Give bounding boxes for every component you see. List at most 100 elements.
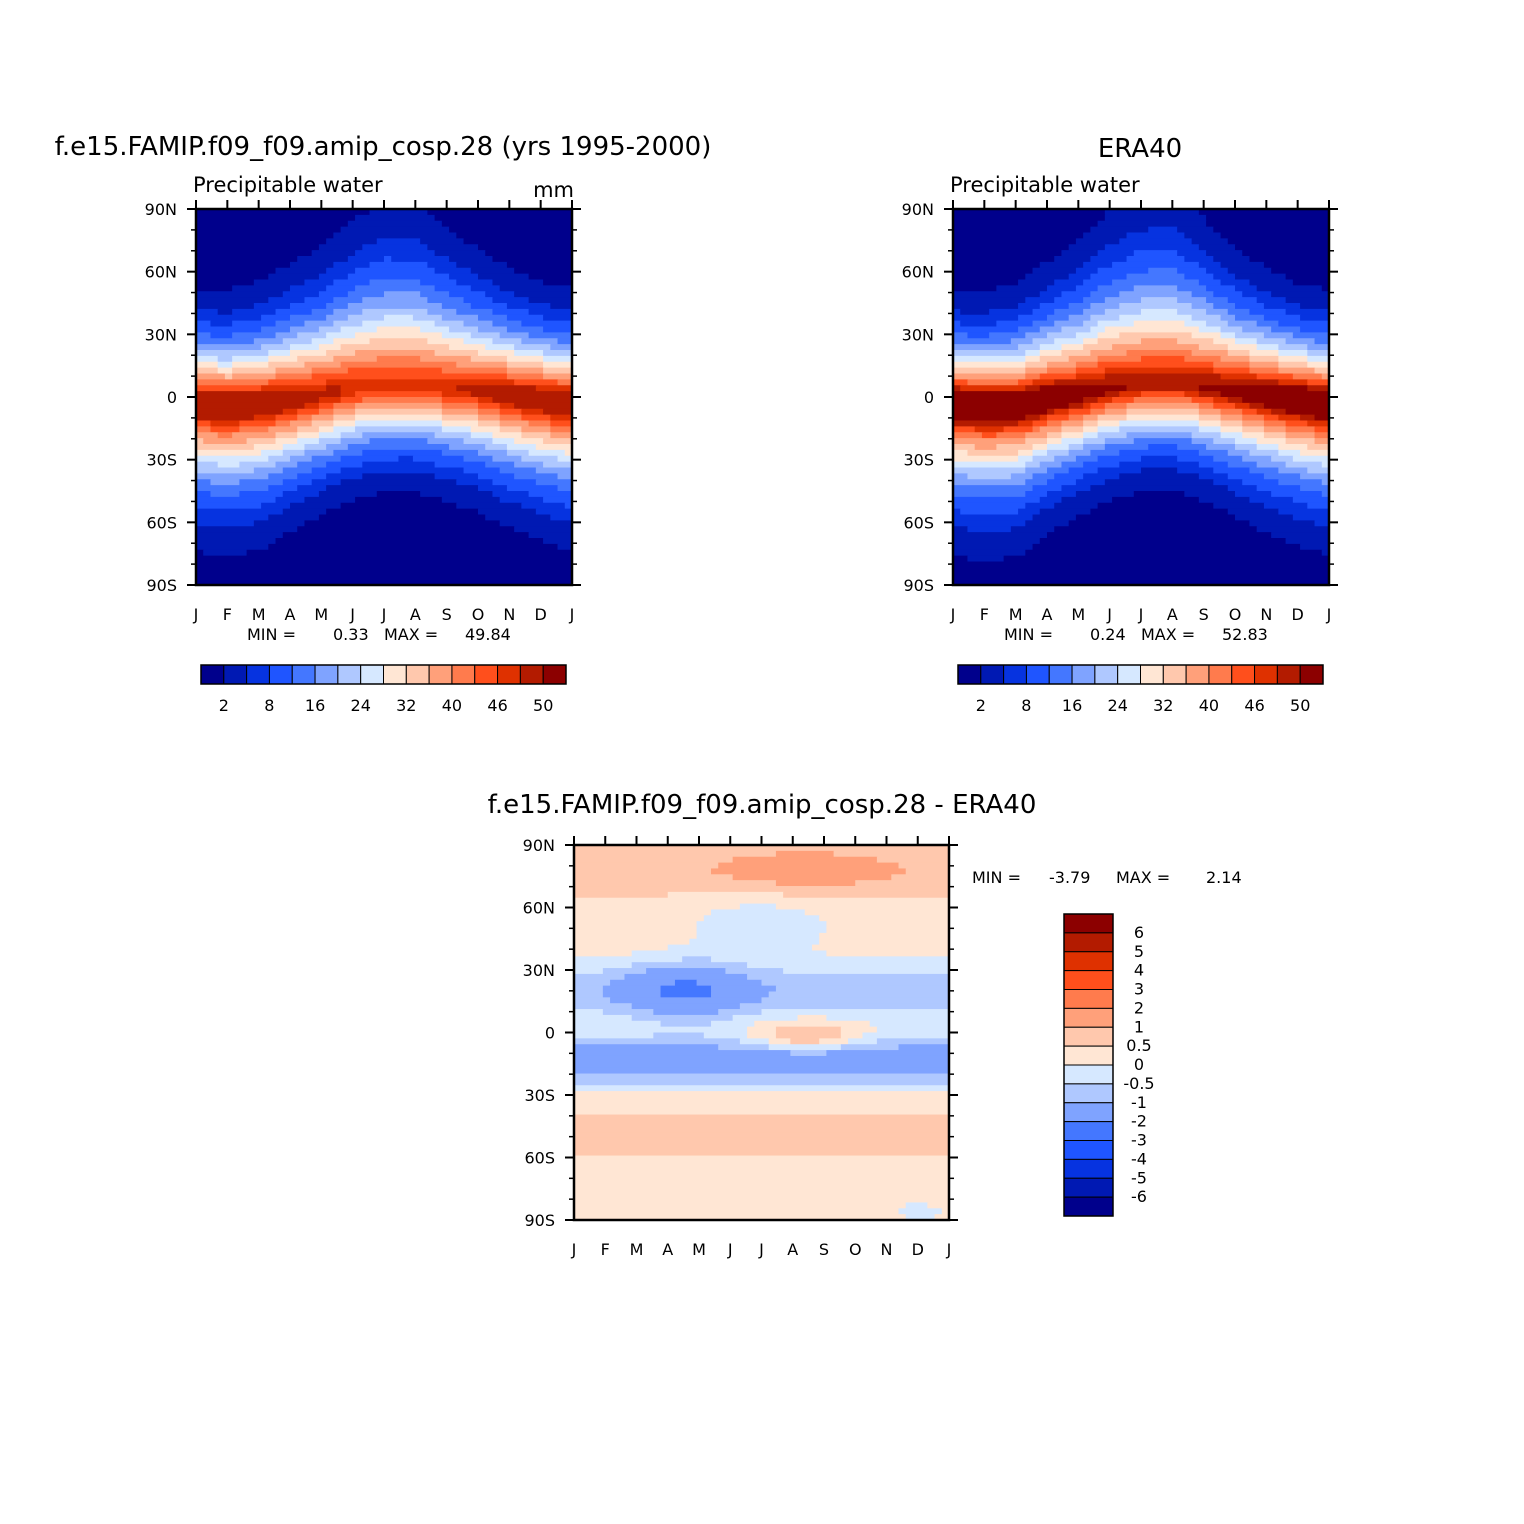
difference-contour-cell [775,1026,842,1034]
era40-contour-cell [1025,520,1070,527]
era40-contour-cell [1039,373,1077,380]
model-contour-cell [550,303,573,310]
era40-contour-cell [996,444,1034,451]
era40-contour-cell [1271,267,1330,275]
era40-contour-cell [1141,355,1185,363]
era40-contour-cell [1061,291,1091,298]
model-contour-cell [398,455,414,463]
model-contour-cell [297,461,327,469]
difference-contour-cell [718,1009,763,1016]
difference-x-tick-label: A [787,1240,798,1259]
difference-x-tick-label: J [727,1240,733,1259]
era40-contour-cell [1213,256,1251,263]
era40-contour-cell [1032,308,1055,316]
model-contour-cell [506,261,573,269]
era40-contour-cell [1300,326,1330,333]
model-contour-cell [261,449,284,457]
difference-contour-cell [711,1020,755,1028]
difference-contour-cell [574,850,777,858]
era40-contour-cell [1213,338,1236,345]
model-contour-cell [543,314,573,322]
era40-contour-cell [1263,414,1279,422]
model-x-tick-label: S [442,605,452,624]
model-contour-cell [369,209,428,216]
difference-contour-cell [934,1214,950,1221]
era40-contour-cell [1227,508,1279,516]
era40-contour-cell [1047,438,1063,445]
model-contour-cell [318,402,334,410]
era40-contour-cell [1054,256,1091,263]
era40-contour-cell [953,267,1034,275]
era40-contour-cell [1018,379,1034,386]
difference-contour-cell [610,997,763,1004]
difference-contour-cell [876,856,950,864]
model-x-tick-label: A [285,605,296,624]
era40-contour-cell [1235,303,1265,310]
era40-contour-cell [1263,332,1294,339]
difference-contour-cell [574,1196,950,1204]
model-contour-cell [449,326,479,333]
difference-contour-cell [574,1114,950,1121]
era40-contour-cell [1177,250,1207,257]
model-contour-cell [268,297,306,304]
difference-contour-cell [660,991,712,998]
model-contour-cell [224,373,233,380]
era40-contour-cell [953,555,969,563]
difference-contour-cell [574,991,604,998]
model-contour-cell [196,385,262,392]
difference-contour-cell [739,1038,770,1045]
model-contour-cell [340,455,400,463]
model-contour-cell [340,479,457,486]
era40-contour-cell [1249,355,1279,363]
difference-contour-cell [574,927,698,934]
model-contour-cell [304,520,501,527]
model-contour-cell [499,332,530,339]
model-contour-cell [196,373,226,380]
era40-contour-cell [1083,414,1099,422]
era40-contour-cell [1039,355,1070,363]
difference-contour-cell [855,880,950,887]
difference-contour-cell [646,968,727,975]
era40-contour-cell [1285,273,1330,281]
era40-contour-cell [953,461,1026,469]
era40-contour-cell [1090,314,1120,322]
model-contour-cell [485,444,508,451]
era40-contour-cell [1097,414,1128,422]
model-contour-cell [196,285,233,292]
model-contour-cell [318,273,349,281]
model-contour-cell [196,391,342,398]
era40-colorbar-label: 46 [1244,696,1264,715]
era40-contour-cell [953,273,1026,281]
model-y-tick-label: 0 [167,388,177,407]
difference-contour-cell [574,932,698,940]
era40-contour-cell [1119,449,1200,457]
era40-contour-cell [1213,467,1251,474]
era40-contour-cell [1097,432,1128,439]
era40-contour-cell [1235,514,1294,521]
era40-contour-cell [953,326,1019,333]
era40-contour-cell [1090,408,1106,416]
model-contour-cell [196,432,219,439]
era40-contour-cell [1220,408,1243,416]
era40-contour-cell [1278,344,1308,351]
era40-contour-cell [1133,397,1193,404]
era40-contour-cell [1061,344,1084,351]
era40-contour-cell [1263,502,1308,510]
difference-y-tick-label: 60N [523,899,555,918]
era40-contour-cell [1090,273,1128,281]
era40-contour-cell [1177,226,1214,234]
era40-contour-cell [1003,426,1034,433]
model-contour-cell [412,455,465,463]
era40-contour-cell [1184,256,1214,263]
era40-contour-cell [1047,314,1070,322]
era40-contour-cell [1068,303,1091,310]
model-contour-cell [499,420,530,427]
model-contour-cell [543,496,573,504]
era40-contour-cell [1249,520,1316,527]
era40-contour-cell [1025,502,1055,510]
era40-contour-cell [1242,414,1265,422]
era40-contour-cell [1278,508,1330,516]
model-contour-cell [521,426,551,433]
era40-panel: ERA40 Precipitable water J F M A M J J A S O N D J90… [902,134,1338,715]
model-contour-cell [333,279,371,286]
